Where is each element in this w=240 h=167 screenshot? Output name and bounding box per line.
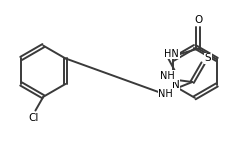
Text: Cl: Cl	[28, 113, 39, 123]
Text: NH: NH	[158, 89, 173, 99]
Text: O: O	[194, 15, 202, 25]
Text: NH: NH	[160, 71, 175, 81]
Text: HN: HN	[164, 48, 179, 58]
Text: S: S	[205, 53, 211, 63]
Text: N: N	[172, 80, 180, 90]
